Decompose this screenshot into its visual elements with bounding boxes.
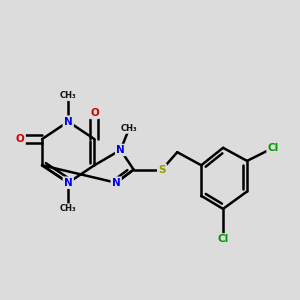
Text: CH₃: CH₃ bbox=[60, 91, 76, 100]
Text: Cl: Cl bbox=[268, 143, 279, 153]
Text: O: O bbox=[90, 108, 99, 118]
Text: O: O bbox=[16, 134, 25, 144]
Text: Cl: Cl bbox=[218, 234, 229, 244]
Text: S: S bbox=[158, 165, 166, 175]
Text: N: N bbox=[112, 178, 121, 188]
Text: N: N bbox=[64, 178, 73, 188]
Text: CH₃: CH₃ bbox=[60, 204, 76, 213]
Text: CH₃: CH₃ bbox=[121, 124, 138, 133]
Text: N: N bbox=[116, 145, 125, 155]
Text: N: N bbox=[64, 117, 73, 127]
